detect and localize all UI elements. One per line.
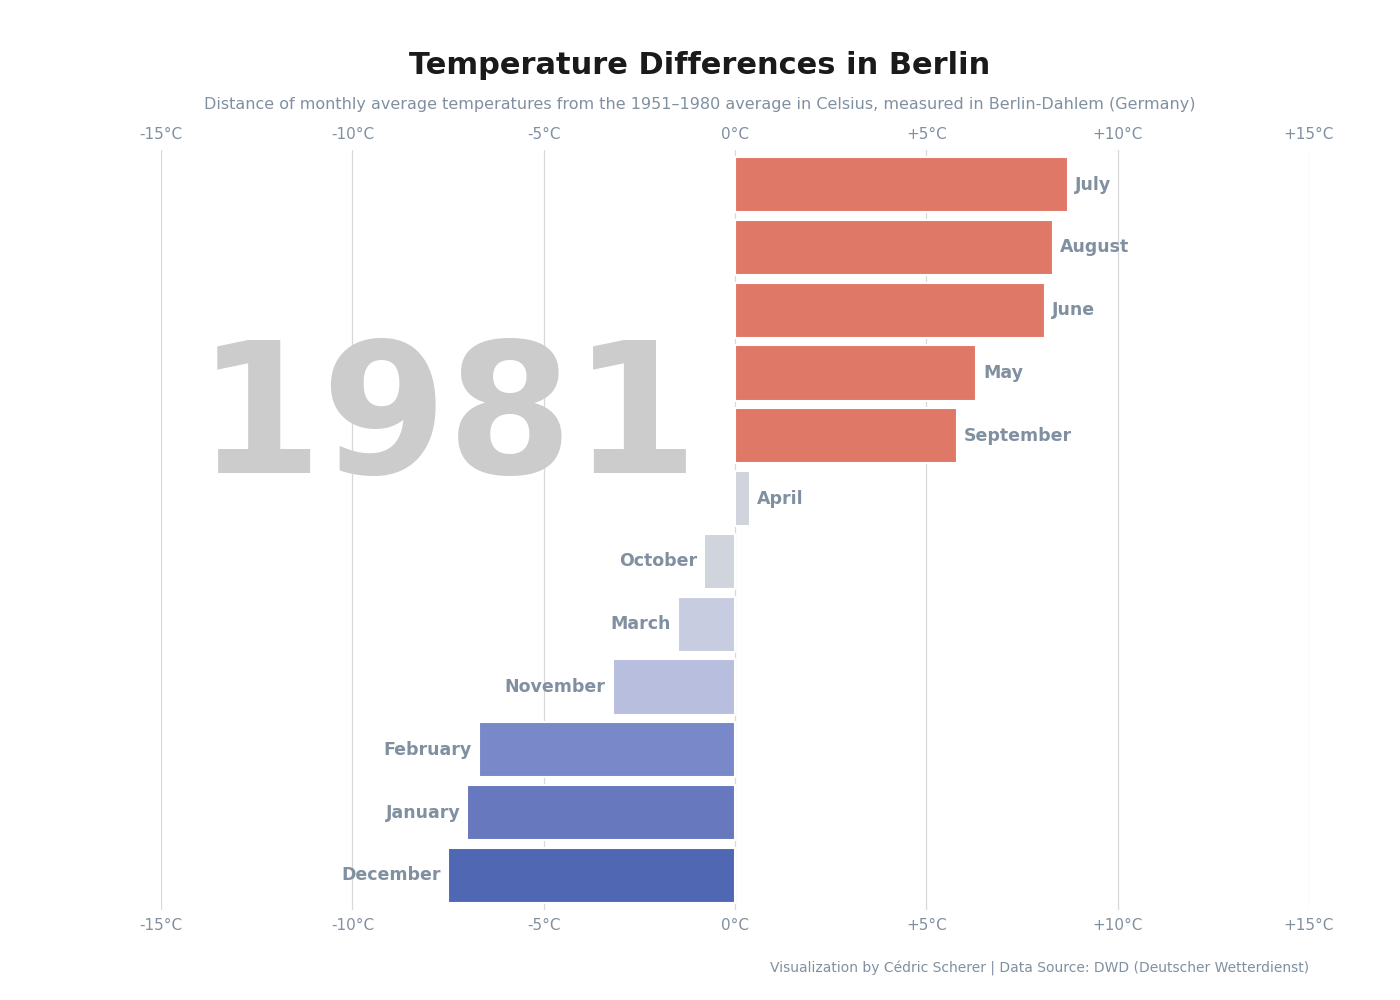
Bar (448, 848, 735, 903)
Bar (735, 283, 1044, 338)
Text: Visualization by Cédric Scherer | Data Source: DWD (Deutscher Wetterdienst): Visualization by Cédric Scherer | Data S… (770, 960, 1309, 976)
Bar (468, 785, 735, 840)
Text: April: April (757, 490, 804, 508)
Text: May: May (983, 364, 1023, 382)
Text: August: August (1060, 238, 1128, 256)
Text: June: June (1051, 301, 1095, 319)
Text: March: March (610, 615, 671, 633)
Text: Distance of monthly average temperatures from the 1951–1980 average in Celsius, : Distance of monthly average temperatures… (204, 98, 1196, 112)
Bar (704, 534, 735, 589)
Bar (613, 659, 735, 715)
Bar (735, 157, 1068, 212)
Text: Temperature Differences in Berlin: Temperature Differences in Berlin (409, 50, 991, 80)
Bar (735, 471, 750, 526)
Text: September: September (963, 427, 1072, 445)
Bar (678, 597, 735, 652)
Bar (735, 345, 976, 401)
Text: November: November (505, 678, 606, 696)
Bar (479, 722, 735, 777)
Bar (735, 408, 958, 463)
Text: October: October (619, 552, 697, 570)
Text: February: February (384, 741, 472, 759)
Text: December: December (342, 866, 441, 884)
Text: January: January (385, 804, 461, 822)
Text: 1981: 1981 (197, 335, 699, 511)
Bar (735, 220, 1053, 275)
Text: July: July (1075, 176, 1112, 194)
